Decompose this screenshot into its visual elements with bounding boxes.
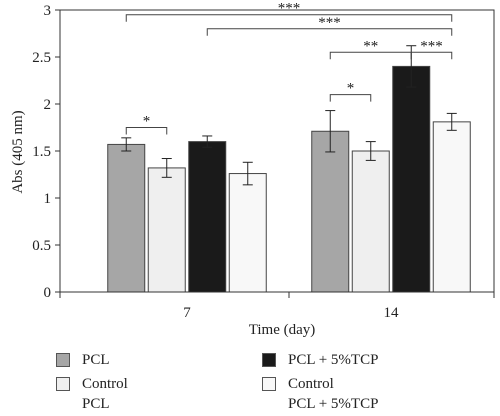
significance-label: *** <box>318 15 341 31</box>
bar-1-1 <box>351 150 390 293</box>
x-tick-label: 14 <box>384 305 400 321</box>
significance-label: * <box>143 114 151 130</box>
y-tick-label: 2 <box>44 97 52 113</box>
significance-label: ** <box>363 38 378 54</box>
y-axis-title: Abs (405 nm) <box>10 110 26 193</box>
significance-bracket <box>206 28 453 36</box>
significance-label: *** <box>420 38 443 54</box>
y-tick-label: 0 <box>44 285 52 301</box>
significance-bracket <box>125 127 168 135</box>
y-tick-label: 1 <box>44 191 52 207</box>
bar-0-1 <box>311 130 350 293</box>
bar-0-0 <box>107 143 146 293</box>
significance-label: *** <box>278 1 301 17</box>
bar-2-0 <box>188 141 227 293</box>
y-tick-label: 2.5 <box>32 50 51 66</box>
y-tick-label: 3 <box>44 3 52 19</box>
significance-label: * <box>347 81 355 97</box>
y-tick-label: 0.5 <box>32 238 51 254</box>
significance-bracket <box>125 14 453 22</box>
y-tick-label: 1.5 <box>32 144 51 160</box>
bar-1-0 <box>147 167 186 293</box>
significance-bracket <box>410 51 453 60</box>
bar-3-0 <box>228 173 267 293</box>
x-axis-title: Time (day) <box>249 322 316 338</box>
bar-3-1 <box>432 121 471 293</box>
significance-bracket <box>329 94 372 102</box>
x-tick-label: 7 <box>183 305 191 321</box>
bar-2-1 <box>392 65 431 293</box>
